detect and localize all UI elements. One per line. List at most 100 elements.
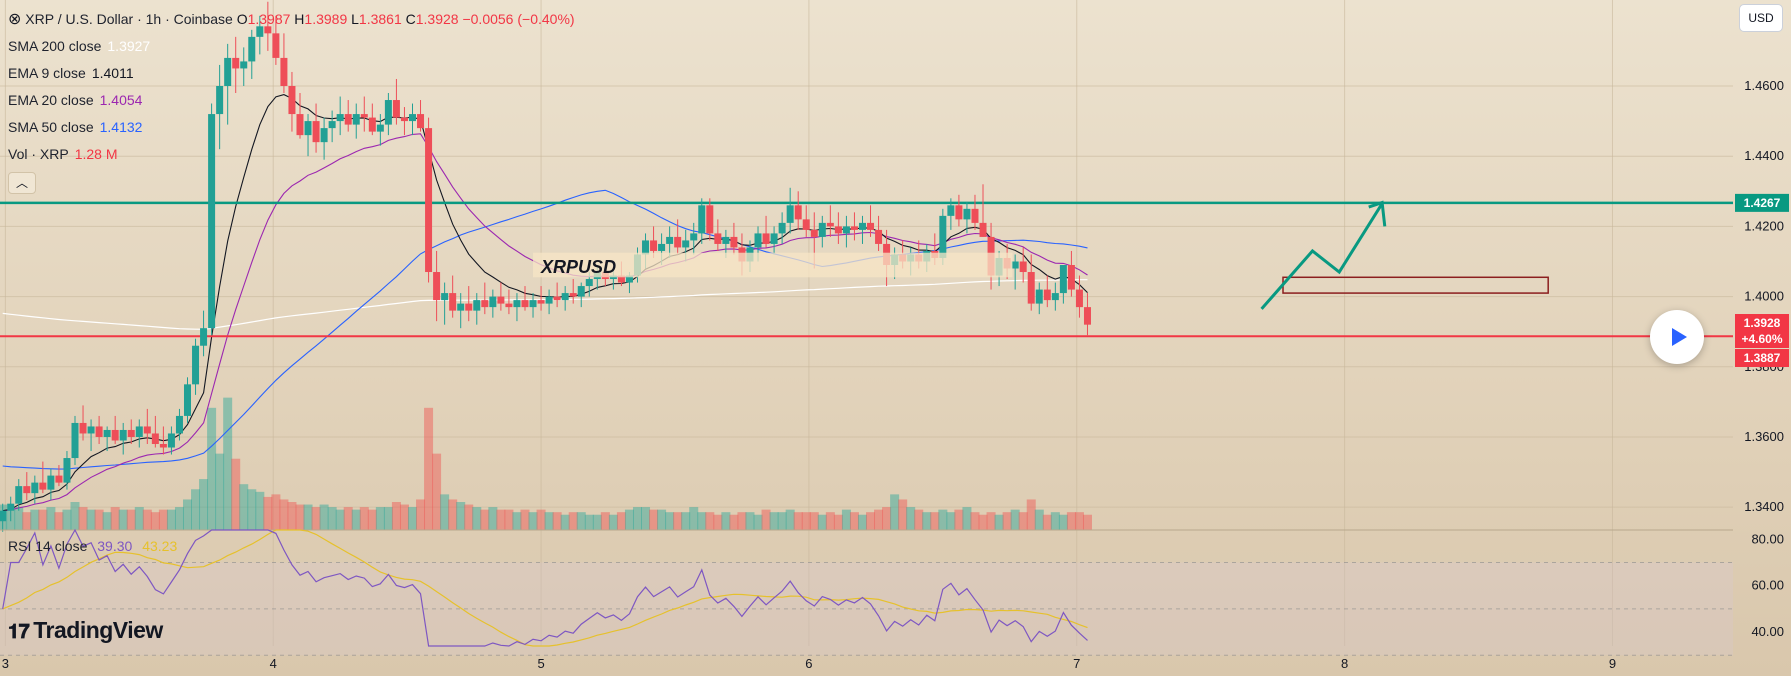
current-price-tag: 1.3928 (1744, 316, 1781, 330)
candle-body (690, 233, 698, 241)
candle-body (248, 36, 256, 62)
candle-body (1043, 289, 1051, 301)
candle-body (143, 426, 151, 434)
candle-body (754, 233, 762, 248)
tradingview-logo-text: TradingView (33, 617, 163, 643)
candle-body (175, 415, 183, 434)
candle-body (384, 100, 392, 125)
current-price-tag-bg (1735, 314, 1789, 332)
rsi-tick-label: 80.00 (1751, 531, 1784, 546)
indicator-value: 1.4132 (99, 119, 143, 135)
candle-body (834, 226, 842, 234)
candle-body (802, 219, 810, 230)
volume-bar (456, 502, 466, 530)
volume-bar (592, 514, 602, 530)
candle-body (561, 293, 569, 301)
y-tick-label: 1.4400 (1744, 148, 1784, 163)
volume-bar (1058, 514, 1068, 530)
candle-body (449, 293, 457, 311)
candle-body (224, 57, 232, 86)
volume-bar (817, 514, 827, 530)
volume-bar (14, 507, 24, 530)
candle-body (826, 222, 834, 227)
volume-bar (480, 509, 490, 530)
indicator-label: Vol · XRP (8, 146, 69, 162)
candle-body (1011, 261, 1019, 269)
symbol-title[interactable]: XRP / U.S. Dollar · 1h · Coinbase (25, 11, 233, 27)
indicator-row[interactable]: SMA 200 close 1.3927 (8, 33, 575, 60)
volume-bar (182, 499, 192, 530)
candle-body (842, 226, 850, 234)
indicator-row[interactable]: Vol · XRP 1.28 M (8, 141, 575, 168)
y-tick-label: 1.4200 (1744, 218, 1784, 233)
candle-body (79, 422, 87, 434)
candle-body (537, 300, 545, 304)
chart-legend: ⊗ XRP / U.S. Dollar · 1h · Coinbase O1.3… (8, 6, 575, 196)
tradingview-logo[interactable]: 𝟏𝟕 TradingView (8, 617, 163, 644)
volume-bar (504, 509, 514, 530)
candle-body (625, 275, 633, 283)
candle-body (167, 433, 175, 448)
candle-body (794, 205, 802, 220)
volume-bar (793, 512, 803, 530)
volume-bar (576, 512, 586, 530)
xrpusd-label-band (533, 252, 1013, 278)
candle-body (730, 236, 738, 248)
volume-bar (1066, 512, 1076, 530)
ohlc-value: 1.3987 (247, 11, 291, 27)
volume-bar (407, 507, 417, 530)
candle-body (39, 482, 47, 490)
volume-bar (440, 494, 450, 530)
candle-body (87, 426, 95, 434)
volume-bar (1050, 512, 1060, 530)
volume-bar (375, 507, 385, 530)
volume-bar (142, 509, 152, 530)
candle-body (714, 233, 722, 244)
volume-bar (279, 499, 289, 530)
candle-body (465, 303, 473, 311)
indicator-row[interactable]: SMA 50 close 1.4132 (8, 114, 575, 141)
currency-button[interactable]: USD (1739, 4, 1783, 32)
change-price-tag-bg (1735, 330, 1789, 348)
volume-bar (399, 504, 409, 530)
volume-bar (311, 507, 321, 530)
symbol-row: ⊗ XRP / U.S. Dollar · 1h · Coinbase O1.3… (8, 6, 575, 33)
ohlc-key-l: L (347, 11, 359, 27)
candle-body (216, 85, 224, 115)
volume-bar (287, 502, 297, 530)
tradingview-mark-icon: 𝟏𝟕 (8, 621, 30, 643)
candle-body (867, 222, 875, 230)
candle-body (698, 205, 706, 234)
indicator-label: EMA 9 close (8, 65, 86, 81)
candle-body (368, 117, 376, 132)
candle-body (192, 345, 200, 385)
candle-body (95, 426, 103, 437)
volume-bar (351, 509, 361, 530)
x-tick-label: 4 (270, 656, 277, 671)
volume-bar (544, 512, 554, 530)
volume-bar (946, 512, 956, 530)
indicator-row[interactable]: EMA 20 close 1.4054 (8, 87, 575, 114)
candle-body (1027, 272, 1035, 304)
candle-body (151, 433, 159, 445)
volume-bar (986, 512, 996, 530)
candle-body (63, 458, 71, 483)
sma50-line (2, 189, 1088, 470)
rsi-legend: RSI 14 close 39.30 43.23 (8, 538, 177, 554)
chevron-up-icon[interactable]: ︿ (8, 172, 36, 194)
play-icon[interactable] (1650, 310, 1704, 364)
candle-body (553, 296, 561, 301)
candle-body (658, 243, 666, 251)
indicator-row[interactable]: EMA 9 close 1.4011 (8, 60, 575, 87)
volume-bar (54, 512, 64, 530)
candle-body (240, 61, 248, 69)
volume-bar (1010, 509, 1020, 530)
candle-body (264, 26, 272, 34)
candle-body (682, 240, 690, 248)
candle-body (336, 114, 344, 122)
volume-bar (1082, 514, 1092, 530)
candle-body (135, 426, 143, 437)
ohlc-values: O1.3987 H1.3989 L1.3861 C1.3928 −0.0056 … (237, 11, 575, 27)
